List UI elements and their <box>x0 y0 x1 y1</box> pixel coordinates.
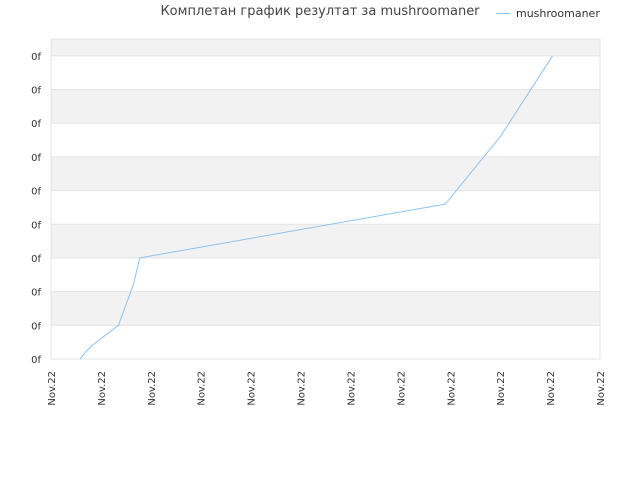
x-tick-label: Nov.22 <box>97 371 108 406</box>
plot-frame <box>50 38 601 360</box>
x-tick-label: Nov.22 <box>396 371 407 406</box>
x-tick-label: Nov.22 <box>247 371 258 406</box>
y-tick-label: 0f <box>31 321 41 332</box>
x-tick-label: Nov.22 <box>197 371 208 406</box>
legend[interactable]: mushroomaner <box>496 7 600 20</box>
x-tick-label: Nov.22 <box>47 371 58 406</box>
plot-band <box>51 89 600 124</box>
legend-label: mushroomaner <box>516 7 600 20</box>
plot-band <box>51 224 600 258</box>
plot-band <box>51 291 600 326</box>
y-tick-label: 0f <box>31 52 41 63</box>
x-tick-label: Nov.22 <box>596 371 607 406</box>
x-tick-label: Nov.22 <box>546 371 557 406</box>
y-tick-label: 0f <box>31 355 41 366</box>
chart-title: Комплетан график резултат за mushroomane… <box>160 4 480 19</box>
y-tick-label: 0f <box>31 153 41 164</box>
plot-band <box>51 39 600 56</box>
y-tick-label: 0f <box>31 254 41 265</box>
legend-swatch <box>496 13 510 14</box>
plot-band <box>51 325 600 359</box>
plot-band <box>51 190 600 225</box>
y-tick-label: 0f <box>31 86 41 97</box>
y-tick-label: 0f <box>31 119 41 130</box>
plot-band <box>51 123 600 157</box>
x-tick-label: Nov.22 <box>346 371 357 406</box>
series-line <box>79 55 554 360</box>
plot-band <box>51 55 600 90</box>
y-tick-label: 0f <box>31 220 41 231</box>
x-tick-label: Nov.22 <box>446 371 457 406</box>
plot-band <box>51 156 600 191</box>
plot-band <box>51 257 600 292</box>
x-tick-label: Nov.22 <box>147 371 158 406</box>
y-tick-label: 0f <box>31 187 41 198</box>
y-tick-label: 0f <box>31 288 41 299</box>
x-tick-label: Nov.22 <box>297 371 308 406</box>
x-tick-label: Nov.22 <box>496 371 507 406</box>
